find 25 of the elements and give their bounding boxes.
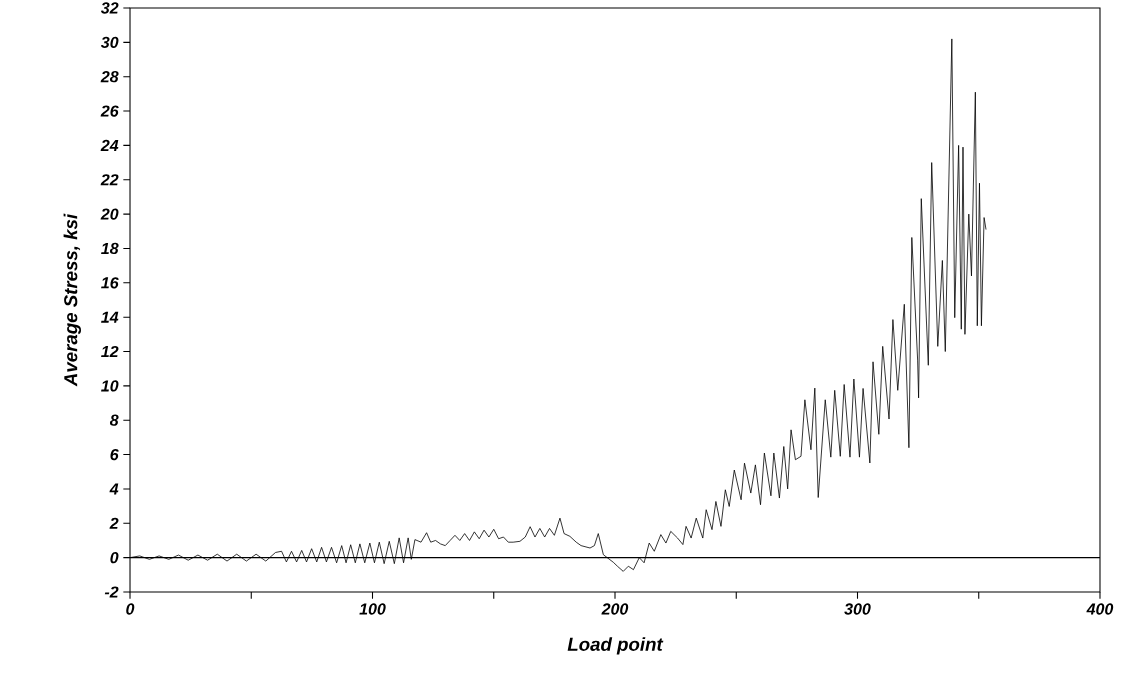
y-tick-label: 16 (101, 277, 119, 289)
x-tick-label: 400 (1086, 603, 1114, 615)
y-tick-label: 14 (101, 311, 119, 323)
y-tick-label: 2 (109, 517, 119, 529)
y-tick-label: 20 (100, 208, 119, 220)
x-tick-label: 300 (844, 603, 871, 615)
y-tick-label: 32 (100, 2, 119, 14)
y-tick-label: 4 (109, 483, 119, 495)
y-tick-label: 10 (101, 380, 119, 392)
y-tick-label: 8 (109, 414, 119, 426)
y-tick-label: 30 (100, 36, 119, 48)
y-tick-label: 6 (110, 448, 119, 461)
x-tick-label: 100 (359, 603, 386, 615)
y-axis-title: Average Stress, ksi (63, 213, 82, 387)
y-tick-label: 24 (100, 139, 119, 151)
y-tick-label: 22 (100, 174, 119, 186)
y-tick-label: 26 (100, 105, 119, 117)
x-tick-label: 0 (126, 603, 135, 615)
y-tick-label: 18 (101, 242, 119, 255)
y-tick-label: -2 (104, 586, 119, 598)
y-tick-label: 0 (110, 551, 119, 564)
x-axis-title: Load point (567, 637, 664, 655)
x-tick-label: 200 (601, 603, 629, 615)
y-tick-label: 12 (101, 345, 119, 358)
y-tick-label: 28 (100, 71, 119, 83)
